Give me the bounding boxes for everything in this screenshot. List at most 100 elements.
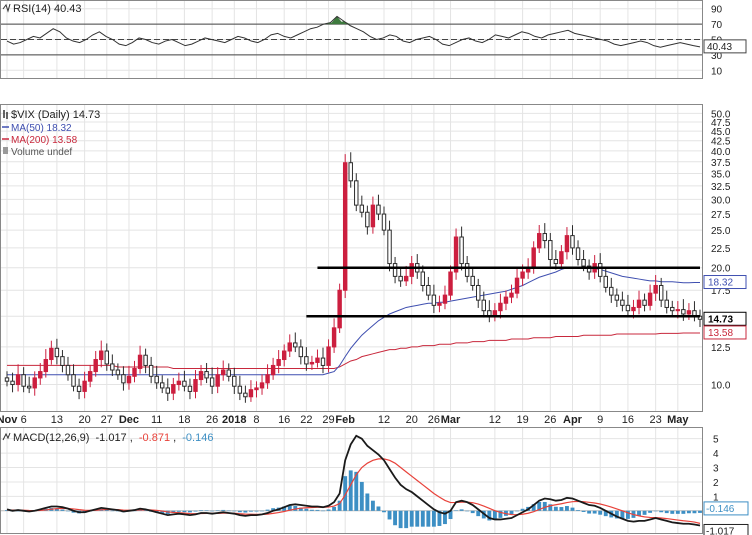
macd-histogram-bar [71, 510, 76, 513]
candle-body [553, 259, 559, 265]
candle-body [398, 275, 403, 282]
macd-histogram-bar [570, 507, 575, 511]
macd-legend-text: MACD(12,26,9) -1.017 , -0.871 , -0.146 [13, 432, 213, 444]
x-tick-label: 11 [151, 414, 162, 426]
candle-body [298, 346, 304, 358]
rsi-line [6, 15, 701, 48]
price-legend: $VIX (Daily) 14.73 MA(50) 18.32 MA(200) … [2, 109, 100, 158]
candle-body [254, 387, 259, 391]
candle-body [4, 377, 10, 382]
volume-legend-text: Volume undef [11, 147, 72, 158]
candle-body [132, 367, 137, 377]
macd-histogram-bar [404, 510, 409, 529]
symbol-legend-text: $VIX (Daily) 14.73 [11, 109, 100, 121]
candle-body [426, 284, 431, 296]
macd-y-tick-label: 1 [713, 492, 719, 503]
candle-body [326, 346, 331, 366]
macd-histogram-bar [282, 506, 287, 511]
candle-body [198, 371, 204, 381]
macd-legend: MACD(12,26,9) -1.017 , -0.871 , -0.146 [2, 432, 213, 444]
candle-body [575, 247, 581, 261]
candle-body [409, 263, 414, 277]
candle-body [359, 204, 365, 213]
candle-body [337, 289, 342, 329]
macd-histogram-bar [298, 507, 303, 511]
candle-body [387, 229, 392, 265]
candle-body [281, 350, 287, 361]
candle-body [110, 363, 115, 371]
macd-histogram-bar [54, 508, 59, 511]
macd-histogram-bar [204, 510, 209, 511]
macd-histogram-bar [681, 510, 686, 514]
candle-body [520, 271, 525, 279]
candle-body [38, 371, 43, 379]
candle-body [171, 384, 176, 394]
volume-legend-swatch [3, 147, 8, 154]
macd-histogram-bar [565, 506, 569, 511]
candle-body [243, 392, 248, 398]
candle-body [104, 350, 110, 365]
candle-body [49, 347, 54, 361]
price-y-tick-label: 42.5 [711, 137, 731, 148]
x-tick-label: 27 [101, 414, 113, 426]
macd-histogram-bar [670, 510, 675, 514]
price-y-tick-label: 10.0 [711, 381, 731, 392]
candle-body [265, 374, 270, 384]
x-tick-label: Dec [119, 414, 139, 426]
macd-histogram-bar [515, 510, 519, 512]
macd-signal-line [7, 458, 701, 524]
macd-histogram-bar [304, 508, 309, 511]
price-y-tick-label: 32.5 [711, 182, 731, 193]
macd-histogram-bar [143, 510, 148, 511]
macd-histogram-bar [237, 510, 242, 513]
candle-body [636, 299, 642, 308]
price-y-tick-label: 25.0 [711, 226, 731, 237]
ma50-legend-text: MA(50) 18.32 [11, 123, 72, 134]
candle-body [531, 247, 536, 269]
price-tag-text: 13.58 [708, 328, 733, 339]
macd-histogram-bar [293, 506, 298, 511]
axis-labels: Nov 6 13 20 27 Dec 11 18 26 2018 8 16 22 29 Feb 12 20 26 M… [0, 5, 749, 535]
price-y-tick-label: 45.0 [711, 127, 731, 138]
candle-body [614, 294, 620, 301]
candle-body [276, 359, 281, 366]
macd-histogram-bar [66, 510, 70, 512]
macd-histogram-bar [692, 510, 697, 514]
price-y-tick-label: 47.5 [711, 118, 731, 129]
macd-histogram-bar [232, 510, 237, 512]
ma200-legend-text: MA(200) 13.58 [11, 135, 78, 146]
macd-y-tick-label: 5 [713, 435, 719, 446]
x-tick-label: 16 [278, 414, 290, 426]
candle-body [431, 294, 437, 306]
candle-body [60, 356, 65, 366]
price-tag [703, 325, 747, 340]
candle-body [509, 292, 514, 298]
macd-histogram-bar [243, 510, 248, 513]
candle-body [464, 263, 470, 277]
rsi-legend-icon [2, 3, 11, 13]
macd-legend-title: MACD(12,26,9) [13, 432, 89, 444]
x-tick-label: 23 [650, 414, 662, 426]
rsi-overbought-fill [330, 16, 344, 25]
candle-body [647, 292, 653, 306]
macd-histogram-bar [348, 470, 353, 511]
macd-histogram-bar [337, 500, 342, 511]
macd-histogram-bar [642, 510, 647, 515]
macd-histogram-bar [509, 510, 514, 515]
candle-body [498, 302, 503, 312]
macd-histogram-bar [115, 510, 120, 512]
macd-legend-sep-2: , [173, 432, 176, 444]
macd-histogram-bar [326, 509, 331, 511]
macd-histogram-bar [459, 509, 464, 511]
macd-histogram-bar [254, 510, 259, 512]
macd-histogram-bar [581, 510, 586, 512]
candle-body [681, 309, 686, 315]
price-tag [703, 311, 747, 326]
macd-histogram-bar [603, 510, 608, 517]
candle-body [226, 369, 231, 377]
candle-body [631, 306, 636, 312]
macd-histogram-bar [559, 507, 564, 511]
candle-body [459, 236, 464, 265]
price-y-tick-label: 22.5 [711, 244, 731, 255]
candle-body [32, 377, 37, 389]
